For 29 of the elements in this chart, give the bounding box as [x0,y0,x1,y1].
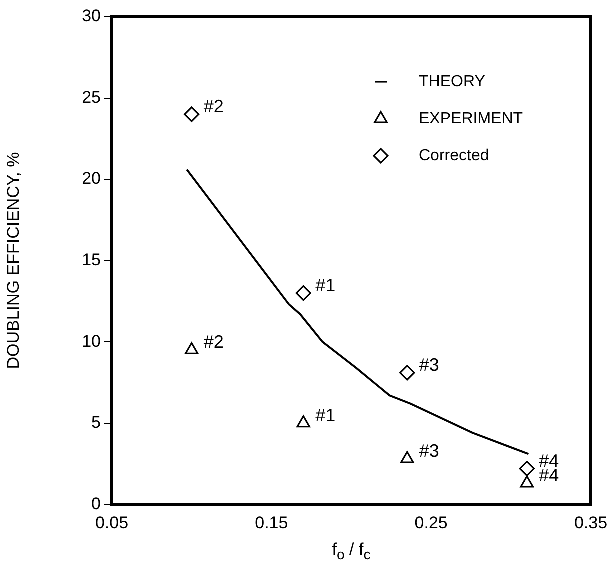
x-tick-label: 0.05 [95,513,129,532]
point [184,106,200,122]
legend-label: EXPERIMENT [419,110,524,128]
legend-label: Corrected [419,147,490,164]
y-tick-label: 5 [92,413,101,432]
x-tick-label: 0.25 [414,513,448,532]
point [520,476,534,488]
point [296,416,310,428]
point [296,286,312,302]
annotation: #3 [419,354,440,375]
x-axis-title: f$_{o}$ / f$_{c}$ [331,540,372,564]
y-axis-title: DOUBLING EFFICIENCY, % [4,152,23,370]
point [400,451,414,464]
annotation: #2 [204,332,224,352]
y-tick-label: 0 [92,494,101,514]
y-tick-label: 10 [82,332,101,351]
legend-label: THEORY [419,73,486,90]
annotation: #2 [204,96,224,116]
y-tick-label: 25 [82,88,101,107]
y-tick-label: 15 [82,250,101,270]
point [184,342,199,354]
annotation: #3 [419,441,440,462]
annotation: #1 [316,405,336,426]
y-tick-label: 20 [82,169,101,188]
x-tick-label: 0.35 [574,513,608,532]
y-tick-label: 30 [82,6,101,26]
point [400,365,416,381]
x-tick-label: 0.15 [255,513,288,532]
annotation: #1 [316,275,336,296]
